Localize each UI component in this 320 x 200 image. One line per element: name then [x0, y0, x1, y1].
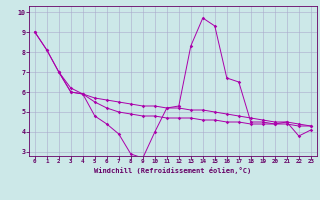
X-axis label: Windchill (Refroidissement éolien,°C): Windchill (Refroidissement éolien,°C) — [94, 167, 252, 174]
